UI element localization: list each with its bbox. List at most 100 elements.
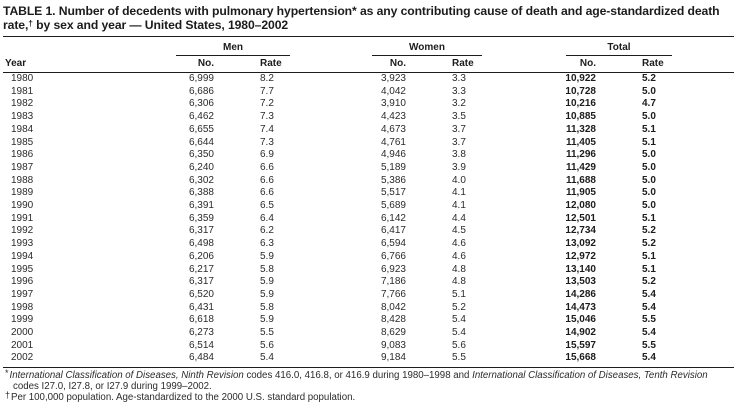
- spacer-cell: [678, 86, 734, 99]
- men-rate-cell: 7.3: [260, 111, 274, 123]
- men-no-cell: 6,655: [188, 123, 214, 135]
- table-title-text-2: by sex and year — United States, 1980–20…: [32, 18, 289, 32]
- total-rate-cell: 5.2: [642, 238, 656, 250]
- column-header-men-no: No.: [170, 56, 218, 73]
- spacer-cell: [3, 37, 170, 56]
- year-cell: 1999: [11, 314, 34, 326]
- column-header-total-rate: Rate: [600, 56, 678, 73]
- year-cell: 1998: [11, 301, 34, 313]
- table-row: 1993 6,498 6.3 6,594 4.6 13,092 5.2: [3, 238, 734, 251]
- spacer-cell: [296, 111, 366, 124]
- spacer-cell: [488, 37, 560, 56]
- table-row: 1984 6,655 7.4 4,673 3.7 11,328 5.1: [3, 124, 734, 137]
- spacer-cell: [488, 314, 560, 327]
- year-cell: 1997: [11, 288, 34, 300]
- men-rate-cell: 6.9: [260, 149, 274, 161]
- title-divider: [3, 36, 734, 37]
- group-header-men: Men: [170, 37, 296, 56]
- spacer-cell: [488, 352, 560, 365]
- men-rate-cell: 7.7: [260, 85, 274, 97]
- men-rate-cell: 5.9: [260, 250, 274, 262]
- spacer-cell: [488, 187, 560, 200]
- spacer-cell: [296, 175, 366, 188]
- total-no-cell: 10,885: [565, 111, 596, 123]
- total-rate-cell: 5.4: [642, 288, 656, 300]
- spacer-cell: [678, 352, 734, 365]
- men-no-cell: 6,462: [188, 111, 214, 123]
- total-rate-cell: 5.2: [642, 276, 656, 288]
- men-no-cell: 6,484: [188, 352, 214, 364]
- year-cell: 1994: [11, 250, 34, 262]
- footnote-rate: †Per 100,000 population. Age-standardize…: [5, 390, 734, 403]
- men-no-cell: 6,999: [188, 73, 214, 84]
- table-row: 1998 6,431 5.8 8,042 5.2 14,473 5.4: [3, 302, 734, 315]
- men-no-cell: 6,273: [188, 327, 214, 339]
- women-rate-cell: 4.6: [452, 250, 466, 262]
- year-cell: 1987: [11, 161, 34, 173]
- year-cell: 1984: [11, 123, 34, 135]
- group-header-women-label: Women: [372, 42, 482, 56]
- total-no-cell: 13,092: [565, 238, 596, 250]
- spacer-cell: [296, 302, 366, 315]
- women-rate-cell: 4.4: [452, 212, 466, 224]
- men-no-cell: 6,359: [188, 212, 214, 224]
- spacer-cell: [678, 225, 734, 238]
- spacer-cell: [678, 327, 734, 340]
- total-no-cell: 14,473: [565, 301, 596, 313]
- table-title-text: TABLE 1. Number of decedents with pulmon…: [3, 4, 720, 32]
- men-rate-cell: 5.9: [260, 276, 274, 288]
- total-rate-cell: 5.5: [642, 314, 656, 326]
- spacer-cell: [678, 124, 734, 137]
- total-no-cell: 11,905: [565, 187, 596, 199]
- year-cell: 1989: [11, 187, 34, 199]
- men-no-cell: 6,431: [188, 301, 214, 313]
- women-no-cell: 6,923: [380, 263, 406, 275]
- year-cell: 2000: [11, 327, 34, 339]
- spacer-cell: [488, 264, 560, 277]
- spacer-cell: [296, 213, 366, 226]
- total-rate-cell: 5.1: [642, 250, 656, 262]
- total-no-cell: 12,972: [565, 250, 596, 262]
- total-rate-cell: 5.2: [642, 73, 656, 84]
- footnote-text-codes9: codes 416.0, 416.8, or 416.9 during 1980…: [243, 370, 473, 382]
- spacer-cell: [488, 238, 560, 251]
- year-cell: 1981: [11, 85, 34, 97]
- dagger-footnote-mark: †: [5, 390, 11, 401]
- men-rate-cell: 6.2: [260, 225, 274, 237]
- men-no-cell: 6,206: [188, 250, 214, 262]
- year-cell: 1985: [11, 136, 34, 148]
- women-rate-cell: 3.7: [452, 123, 466, 135]
- total-no-cell: 15,597: [565, 339, 596, 351]
- spacer-cell: [488, 162, 560, 175]
- women-no-cell: 4,761: [380, 136, 406, 148]
- men-rate-cell: 5.5: [260, 327, 274, 339]
- table-title: TABLE 1. Number of decedents with pulmon…: [3, 4, 734, 33]
- year-cell: 1995: [11, 263, 34, 275]
- women-rate-cell: 4.6: [452, 238, 466, 250]
- year-cell: 1991: [11, 212, 34, 224]
- total-no-cell: 10,216: [565, 98, 596, 110]
- group-header-total: Total: [560, 37, 678, 56]
- total-no-cell: 11,688: [565, 174, 596, 186]
- women-rate-cell: 3.3: [452, 85, 466, 97]
- group-header-total-label: Total: [566, 42, 672, 56]
- footnote-icd: *International Classification of Disease…: [5, 368, 734, 392]
- spacer-cell: [678, 175, 734, 188]
- spacer-cell: [296, 225, 366, 238]
- spacer-cell: [678, 340, 734, 353]
- men-no-cell: 6,240: [188, 161, 214, 173]
- spacer-cell: [678, 276, 734, 289]
- women-no-cell: 3,910: [380, 98, 406, 110]
- spacer-cell: [678, 162, 734, 175]
- table-bottom-divider: [3, 367, 734, 369]
- men-rate-cell: 5.8: [260, 263, 274, 275]
- total-no-cell: 13,140: [565, 263, 596, 275]
- table-row: 1991 6,359 6.4 6,142 4.4 12,501 5.1: [3, 213, 734, 226]
- footnote-italic-icd10: International Classification of Diseases…: [472, 370, 708, 382]
- spacer-cell: [678, 98, 734, 111]
- spacer-cell: [488, 289, 560, 302]
- spacer-cell: [488, 149, 560, 162]
- spacer-cell: [296, 276, 366, 289]
- women-no-cell: 5,689: [380, 200, 406, 212]
